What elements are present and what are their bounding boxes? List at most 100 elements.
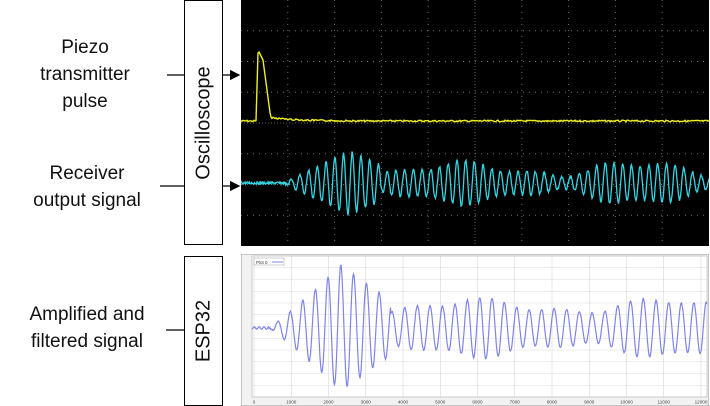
scope-grid-dot: [679, 30, 680, 32]
scope-grid-dot: [380, 240, 382, 241]
scope-grid-dot: [559, 61, 560, 62]
scope-grid-dot: [334, 180, 336, 181]
scope-grid-dot: [241, 184, 242, 185]
scope-grid-dot: [319, 61, 320, 62]
esp-legend-box: [253, 257, 285, 266]
scope-grid-dot: [499, 214, 500, 216]
scope-grid-dot: [289, 61, 290, 62]
scope-grid-dot: [271, 61, 272, 62]
scope-grid-dot: [614, 228, 616, 229]
esp-x-tick-label: 7000: [510, 400, 521, 405]
scope-grid-dot: [643, 30, 644, 32]
scope-grid-dot: [427, 91, 428, 93]
scope-grid-dot: [589, 153, 590, 155]
scope-grid-dot: [679, 184, 680, 185]
scope-grid-dot: [331, 184, 332, 185]
scope-grid-dot: [529, 214, 530, 216]
scope-grid-dot: [287, 192, 289, 193]
scope-grid-dot: [631, 30, 632, 32]
scope-grid-dot: [601, 91, 602, 93]
scope-grid-dot: [247, 214, 248, 216]
scope-grid-dot: [568, 90, 570, 91]
scope-grid-dot: [614, 30, 616, 31]
scope-grid-dot: [343, 184, 344, 185]
scope-grid-dot: [475, 184, 476, 185]
scope-grid-dot: [521, 222, 523, 223]
scope-grid-dot: [614, 78, 616, 79]
scope-grid-dot: [521, 60, 523, 61]
scope-grid-dot: [277, 184, 278, 185]
scope-grid-dot: [589, 30, 590, 32]
scope-grid-dot: [427, 174, 429, 175]
scope-grid-dot: [568, 12, 570, 13]
scope-grid-dot: [367, 91, 368, 93]
scope-grid-dot: [433, 214, 434, 216]
scope-grid-dot: [568, 66, 570, 67]
scope-grid-dot: [614, 180, 616, 181]
scope-grid-dot: [289, 214, 290, 216]
scope-grid-dot: [415, 61, 416, 62]
scope-grid-dot: [499, 61, 500, 62]
scope-grid-dot: [679, 61, 680, 62]
scope-grid-dot: [661, 138, 663, 139]
scope-grid-dot: [619, 91, 620, 93]
scope-grid-dot: [427, 84, 429, 85]
scope-grid-dot: [661, 102, 663, 103]
scope-grid-dot: [577, 153, 578, 155]
scope-grid-dot: [334, 84, 336, 85]
scope-grid-dot: [287, 222, 289, 223]
scope-grid-dot: [287, 210, 289, 211]
scope-grid-dot: [325, 153, 326, 155]
scope-grid-dot: [287, 234, 289, 235]
scope-grid-dot: [334, 60, 336, 61]
scope-grid-dot: [295, 214, 296, 216]
scope-grid-dot: [589, 91, 590, 93]
scope-grid-dot: [265, 91, 266, 93]
scope-grid-dot: [661, 184, 662, 185]
scope-grid-dot: [259, 153, 260, 155]
scope-grid-dot: [523, 30, 524, 32]
scope-grid-dot: [380, 114, 382, 115]
scope-grid-dot: [601, 30, 602, 32]
scope-grid-dot: [380, 0, 382, 1]
scope-grid-dot: [601, 214, 602, 216]
scope-grid-dot: [427, 96, 429, 97]
scope-grid-dot: [313, 153, 314, 155]
scope-grid-dot: [421, 61, 422, 62]
scope-grid-dot: [295, 30, 296, 32]
scope-grid-dot: [259, 214, 260, 216]
scope-grid-dot: [385, 214, 386, 216]
scope-grid-dot: [287, 198, 289, 199]
scope-grid-dot: [673, 91, 674, 93]
scope-grid-dot: [601, 61, 602, 62]
scope-grid-dot: [334, 210, 336, 211]
scope-grid-dot: [643, 214, 644, 216]
scope-grid-dot: [287, 204, 289, 205]
scope-grid-dot: [325, 184, 326, 185]
scope-grid-dot: [334, 126, 336, 127]
scope-grid-dot: [287, 138, 289, 139]
scope-grid-dot: [313, 214, 314, 216]
esp-x-tick-label: 1000: [286, 400, 297, 405]
scope-grid-dot: [577, 30, 578, 32]
scope-grid-dot: [505, 30, 506, 32]
scope-grid-dot: [367, 61, 368, 62]
scope-grid-dot: [614, 210, 616, 211]
scope-grid-dot: [427, 156, 429, 157]
scope-grid-dot: [373, 30, 374, 32]
scope-grid-dot: [427, 180, 429, 181]
scope-grid-dot: [661, 174, 663, 175]
scope-grid-dot: [289, 91, 290, 93]
scope-grid-dot: [601, 153, 602, 155]
scope-grid-dot: [547, 214, 548, 216]
scope-grid-dot: [521, 48, 523, 49]
scope-grid-dot: [451, 184, 452, 185]
scope-grid-dot: [307, 214, 308, 216]
scope-grid-dot: [433, 153, 434, 155]
scope-grid-dot: [319, 214, 320, 216]
scope-grid-dot: [523, 214, 524, 216]
scope-grid-dot: [631, 61, 632, 62]
scope-grid-dot: [289, 30, 290, 32]
scope-grid-dot: [703, 61, 704, 62]
scope-grid-dot: [568, 114, 570, 115]
